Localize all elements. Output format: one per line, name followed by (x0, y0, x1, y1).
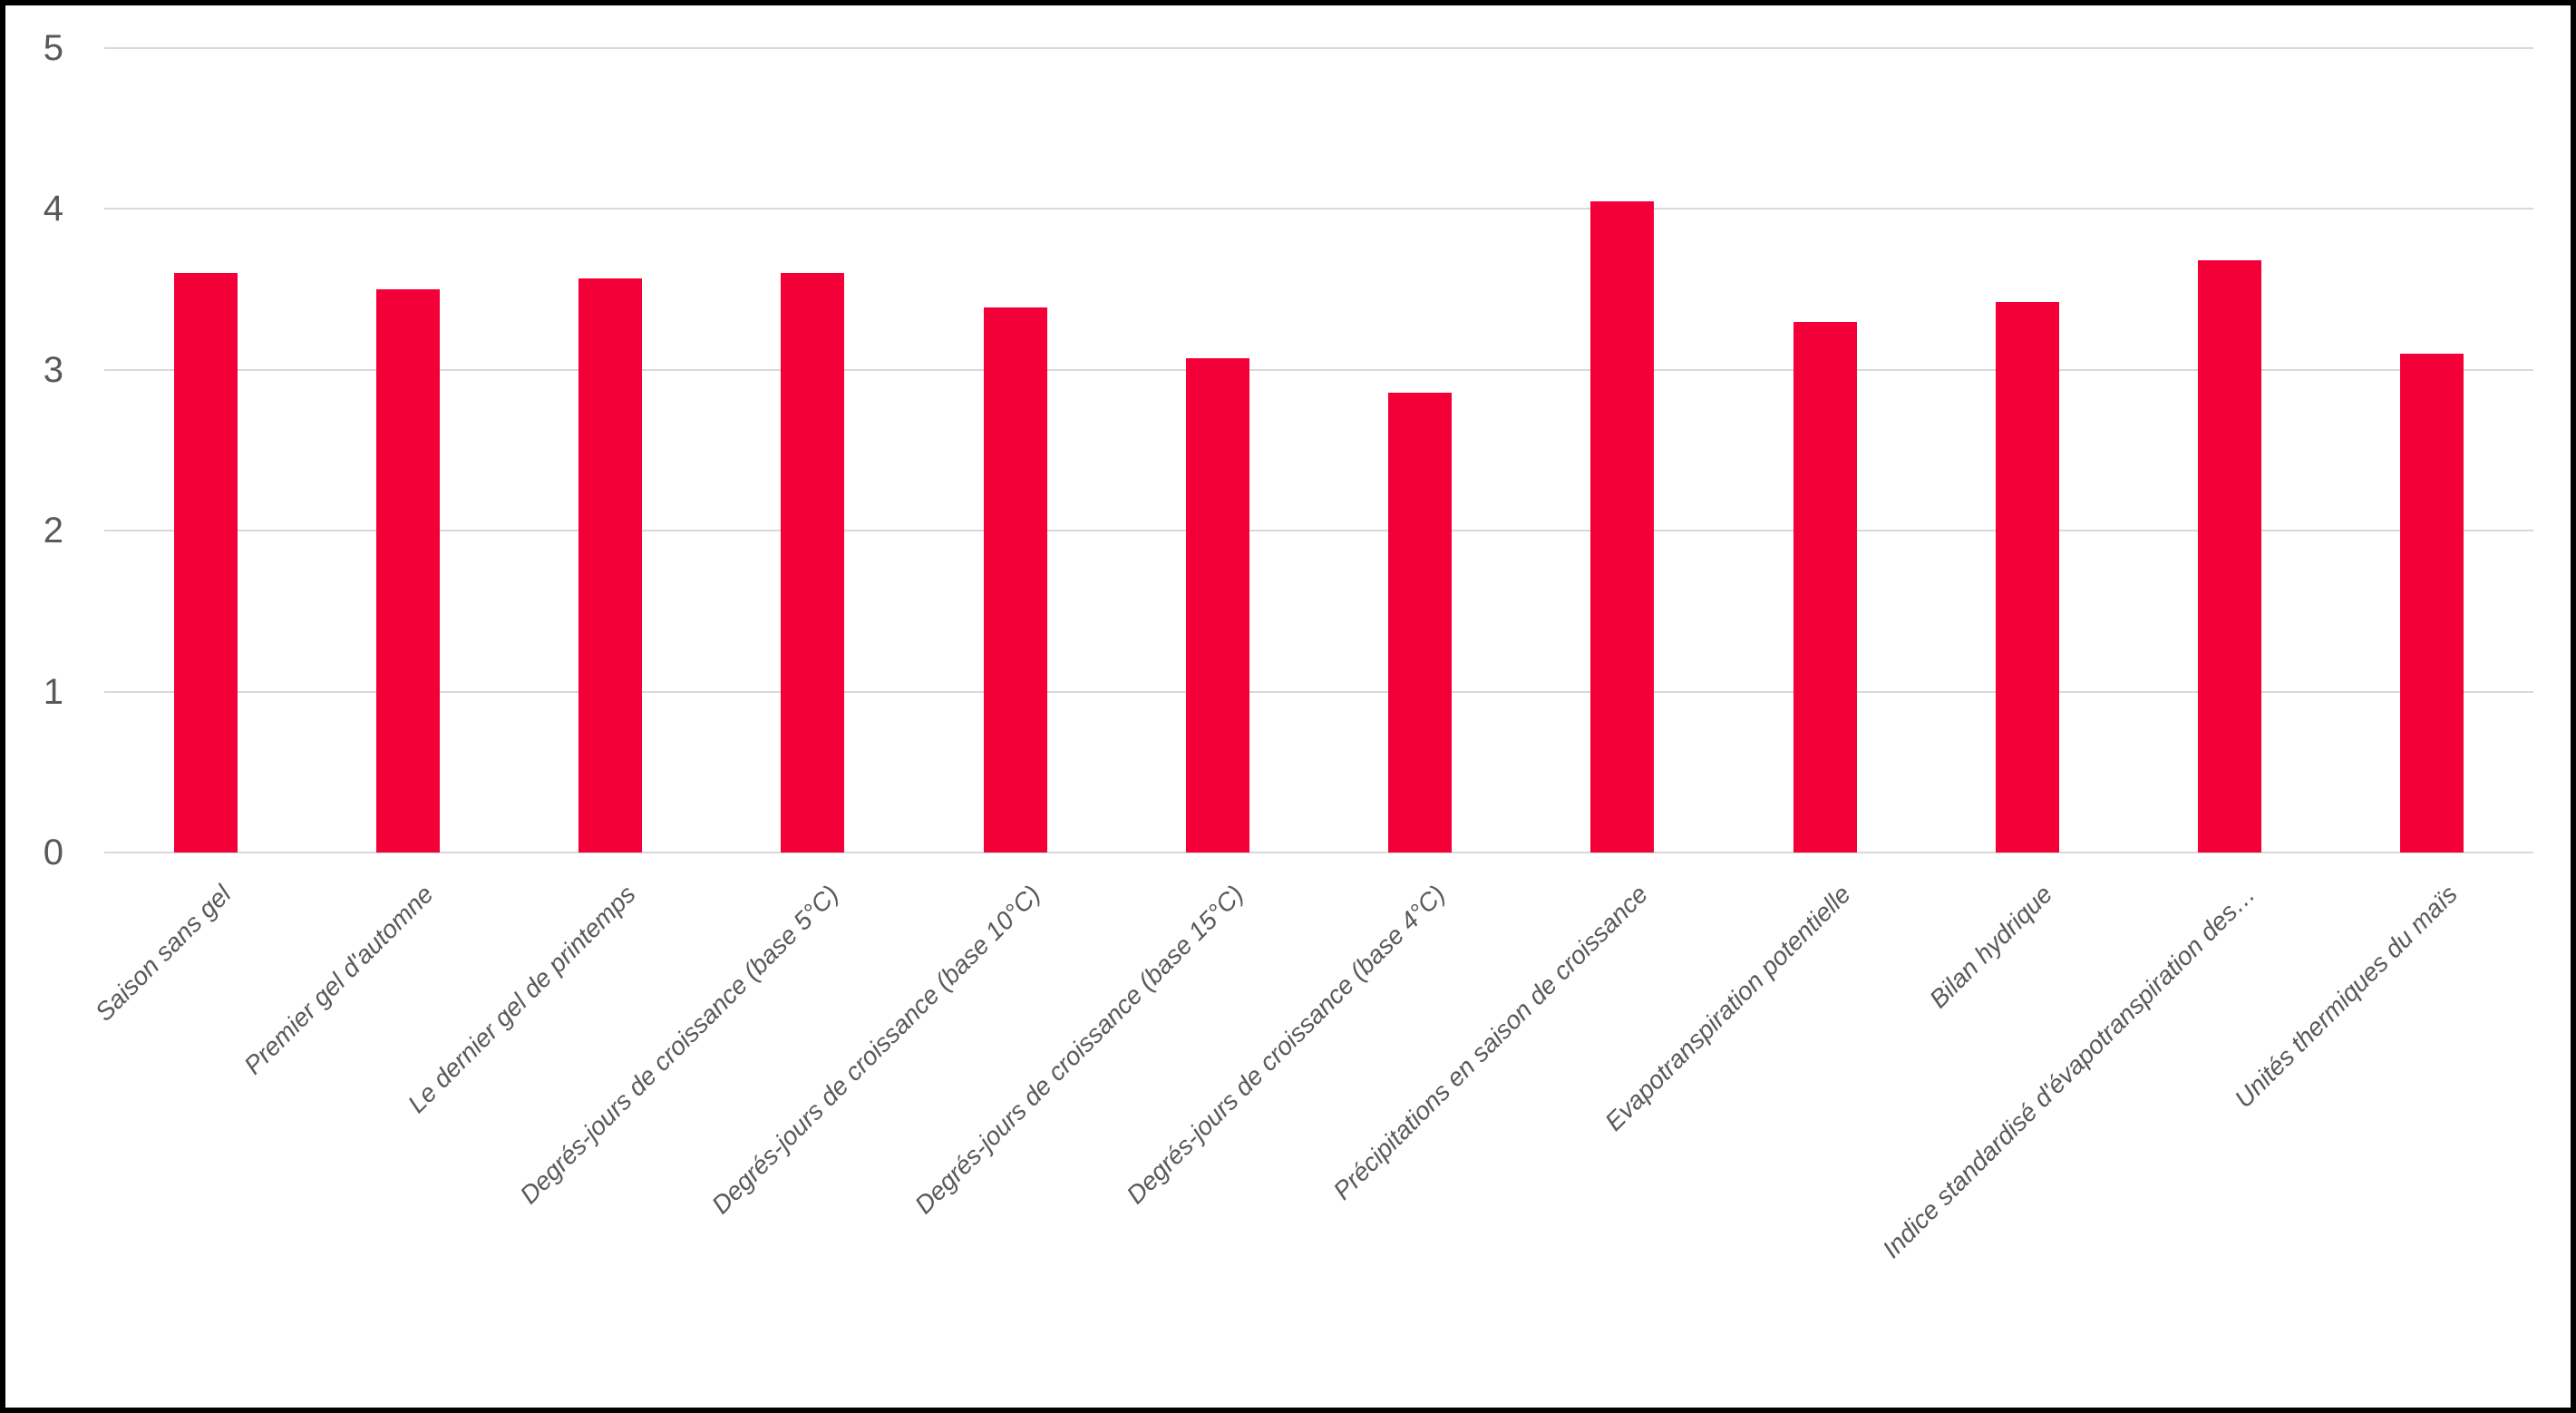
gridline (104, 208, 2533, 210)
bar (1590, 200, 1655, 853)
bar (173, 273, 238, 853)
y-axis-label: 5 (43, 28, 63, 68)
y-axis-label: 3 (43, 349, 63, 390)
x-axis-label: Evapotranspiration potentielle (1599, 880, 1856, 1136)
bar (1793, 321, 1857, 853)
bar (983, 307, 1047, 853)
x-axis-label: Degrés-jours de croissance (base 5°C) (514, 880, 844, 1210)
gridline (104, 47, 2533, 49)
gridline (104, 852, 2533, 853)
bar (1388, 392, 1453, 853)
bar (1995, 302, 2059, 853)
gridline (104, 368, 2533, 371)
bar (2400, 354, 2464, 853)
bar (781, 273, 845, 853)
bar (1185, 358, 1249, 853)
gridline (104, 690, 2533, 693)
x-axis-label: Degrés-jours de croissance (base 15°C) (909, 880, 1249, 1220)
bar (375, 289, 440, 853)
y-axis-label: 2 (43, 511, 63, 551)
x-axis-label: Saison sans gel (89, 880, 237, 1027)
x-axis-label: Degrés-jours de croissance (base 4°C) (1121, 880, 1452, 1210)
y-axis-label: 1 (43, 671, 63, 712)
y-axis-label: 0 (43, 833, 63, 872)
x-axis-label: Bilan hydrique (1924, 880, 2058, 1014)
y-axis-label: 4 (43, 189, 63, 229)
plot-area (104, 47, 2533, 853)
bar (2198, 260, 2262, 853)
x-axis-label: Unités thermiques du maïs (2229, 880, 2464, 1114)
x-axis-label: Le dernier gel de printemps (403, 880, 642, 1118)
gridline (104, 530, 2533, 532)
x-axis-label: Indice standardisé d'évapotranspiration … (1877, 880, 2261, 1264)
x-axis-label: Précipitations en saison de croissance (1327, 880, 1654, 1205)
x-axis-label: Degrés-jours de croissance (base 10°C) (706, 880, 1046, 1220)
x-axis-label: Premier gel d'automne (238, 880, 439, 1080)
bar (578, 278, 643, 853)
